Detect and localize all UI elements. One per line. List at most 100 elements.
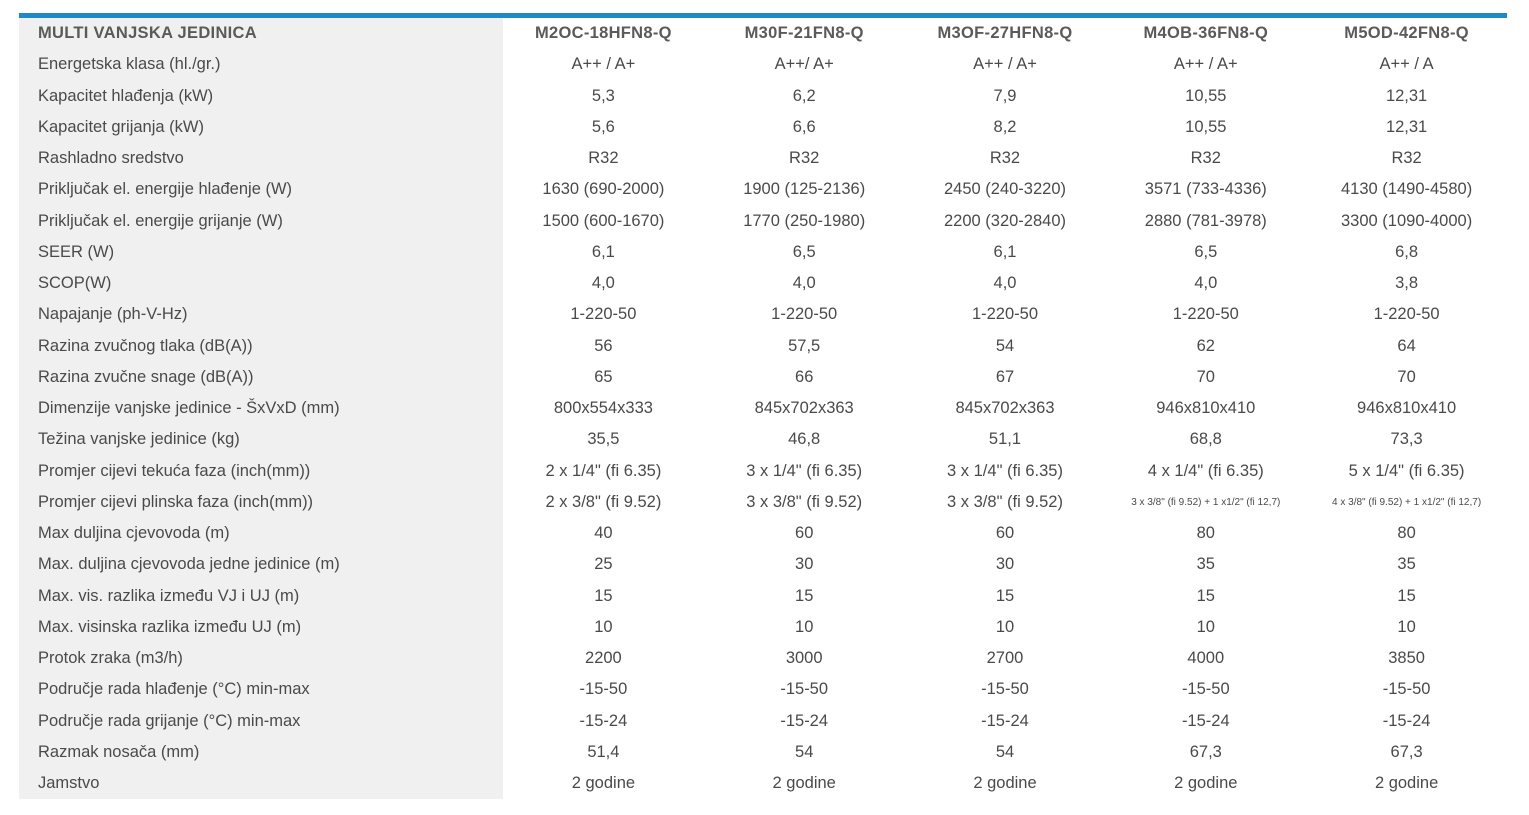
- table-cell: 4000: [1187, 649, 1225, 668]
- table-cell: -15-50: [579, 680, 628, 699]
- table-row: Kapacitet hlađenja (kW) 5,3 6,2 7,9 10,55 12,…: [19, 81, 1507, 112]
- table-row: Područje rada grijanje (°C) min-max -15-2…: [19, 706, 1507, 737]
- model-header: M5OD-42FN8-Q: [1344, 24, 1469, 43]
- table-row: Razina zvučnog tlaka (dB(A)) 56 57,5 54 62 64: [19, 331, 1507, 362]
- table-cell: 3850: [1388, 649, 1425, 668]
- table-cell: 40: [594, 524, 613, 543]
- table-cell: A++/ A+: [774, 55, 834, 74]
- row-label: Priključak el. energije hlađenje (W): [38, 180, 293, 199]
- table-cell: 15: [795, 586, 814, 605]
- table-cell: 6,8: [1395, 242, 1419, 261]
- table-cell: 2 x 3/8" (fi 9.52): [545, 492, 662, 511]
- table-cell: 65: [594, 367, 613, 386]
- table-cell: 12,31: [1385, 117, 1428, 136]
- table-row: Priključak el. energije grijanje (W) 1500…: [19, 206, 1507, 237]
- table-row: Rashladno sredstvo R32 R32 R32 R32 R32: [19, 143, 1507, 174]
- table-cell: -15-50: [1382, 680, 1431, 699]
- table-cell: 66: [795, 367, 814, 386]
- table-cell: -15-24: [981, 711, 1029, 730]
- row-label: Max. vis. razlika između VJ i UJ (m): [38, 586, 300, 605]
- table-cell: 3 x 1/4" (fi 6.35): [746, 461, 863, 480]
- table-cell: 10: [1196, 617, 1215, 636]
- model-header: M30F-21FN8-Q: [744, 24, 864, 43]
- table-row: Promjer cijevi tekuća faza (inch(mm)) 2 x…: [19, 456, 1507, 487]
- table-cell: 3 x 3/8" (fi 9.52) + 1 x1/2" (fi 12,7): [1131, 496, 1281, 508]
- table-cell: 4,0: [1194, 274, 1218, 293]
- table-row: Kapacitet grijanja (kW) 5,6 6,6 8,2 10,55 12,…: [19, 112, 1507, 143]
- table-cell: 35: [1397, 555, 1416, 574]
- table-cell: 80: [1397, 524, 1416, 543]
- table-cell: 3000: [785, 649, 823, 668]
- table-cell: 10,55: [1185, 117, 1227, 136]
- row-label: Promjer cijevi plinska faza (inch(mm)): [38, 492, 314, 511]
- row-label: Kapacitet grijanja (kW): [38, 117, 204, 136]
- table-cell: 4130 (1490-4580): [1341, 180, 1473, 199]
- table-cell: 30: [995, 555, 1015, 574]
- row-label: Energetska klasa (hl./gr.): [38, 55, 221, 74]
- table-row: Max. duljina cjevovoda jedne jedinice (m…: [19, 549, 1507, 580]
- table-cell: 10: [795, 617, 814, 636]
- table-cell: 56: [594, 336, 613, 355]
- table-row: Max. visinska razlika između UJ (m) 10 10 1…: [19, 612, 1507, 643]
- row-label: Razina zvučne snage (dB(A)): [38, 367, 254, 386]
- table-cell: 67: [995, 367, 1015, 386]
- table-cell: 946x810x410: [1156, 399, 1256, 418]
- table-cell: 2 godine: [1174, 774, 1238, 793]
- table-cell: 2 godine: [1374, 774, 1439, 793]
- row-label: Razmak nosača (mm): [38, 742, 200, 761]
- table-cell: 845x702x363: [955, 399, 1055, 418]
- table-cell: 54: [795, 742, 814, 761]
- table-cell: 6,1: [993, 242, 1017, 261]
- row-label: Jamstvo: [38, 774, 100, 793]
- row-label: Max. visinska razlika između UJ (m): [38, 617, 302, 636]
- table-row: Promjer cijevi plinska faza (inch(mm)) 2 …: [19, 487, 1507, 518]
- table-cell: 3 x 3/8" (fi 9.52): [947, 492, 1063, 511]
- table-cell: 1-220-50: [570, 305, 637, 324]
- model-header: M2OC-18HFN8-Q: [534, 24, 672, 43]
- table-cell: 15: [995, 586, 1015, 605]
- table-cell: 64: [1397, 336, 1416, 355]
- table-cell: 1500 (600-1670): [542, 211, 665, 230]
- table-cell: 6,5: [792, 242, 816, 261]
- table-cell: 5,6: [591, 117, 615, 136]
- table-cell: 30: [795, 555, 814, 574]
- table-cell: A++ / A+: [571, 55, 636, 74]
- row-label: Protok zraka (m3/h): [38, 649, 183, 668]
- table-cell: 1630 (690-2000): [542, 180, 665, 199]
- table-cell: 1770 (250-1980): [743, 211, 866, 230]
- table-cell: 57,5: [788, 336, 821, 355]
- row-label: Promjer cijevi tekuća faza (inch(mm)): [38, 461, 311, 480]
- table-cell: -15-24: [1382, 711, 1431, 730]
- table-cell: 15: [1397, 586, 1416, 605]
- table-cell: 1900 (125-2136): [743, 180, 866, 199]
- table-row: Max duljina cjevovoda (m) 40 60 60 80 80: [19, 518, 1507, 549]
- table-row: Max. vis. razlika između VJ i UJ (m) 15 15…: [19, 581, 1507, 612]
- table-cell: -15-50: [981, 680, 1029, 699]
- table-row: Energetska klasa (hl./gr.) A++ / A+ A++/ A…: [19, 49, 1507, 80]
- table-cell: 2 x 1/4" (fi 6.35): [545, 461, 662, 480]
- table-cell: 2200 (320-2840): [943, 211, 1066, 230]
- model-header: M3OF-27HFN8-Q: [937, 24, 1073, 43]
- table-cell: R32: [1391, 149, 1422, 168]
- table-cell: 46,8: [788, 430, 821, 449]
- table-cell: 10: [995, 617, 1015, 636]
- table-cell: 70: [1196, 367, 1215, 386]
- table-cell: 845x702x363: [754, 399, 854, 418]
- table-cell: 73,3: [1390, 430, 1423, 449]
- table-row: SEER (W) 6,1 6,5 6,1 6,5 6,8: [19, 237, 1507, 268]
- table-row: Područje rada hlađenje (°C) min-max -15-5…: [19, 674, 1507, 705]
- table-cell: 6,6: [792, 117, 816, 136]
- table-cell: -15-24: [780, 711, 829, 730]
- table-cell: A++ / A+: [1173, 55, 1238, 74]
- table-cell: A++ / A+: [973, 55, 1037, 74]
- table-cell: 1-220-50: [971, 305, 1039, 324]
- table-cell: 5 x 1/4" (fi 6.35): [1348, 461, 1465, 480]
- table-cell: 10: [594, 617, 613, 636]
- table-row: Napajanje (ph-V-Hz) 1-220-50 1-220-50 1-220…: [19, 299, 1507, 330]
- table-cell: 6,1: [591, 242, 615, 261]
- row-label: Napajanje (ph-V-Hz): [38, 305, 188, 324]
- table-cell: 2 godine: [571, 774, 636, 793]
- table-cell: 54: [995, 742, 1015, 761]
- row-label: SEER (W): [38, 242, 115, 261]
- table-cell: 4 x 3/8" (fi 9.52) + 1 x1/2" (fi 12,7): [1332, 496, 1482, 508]
